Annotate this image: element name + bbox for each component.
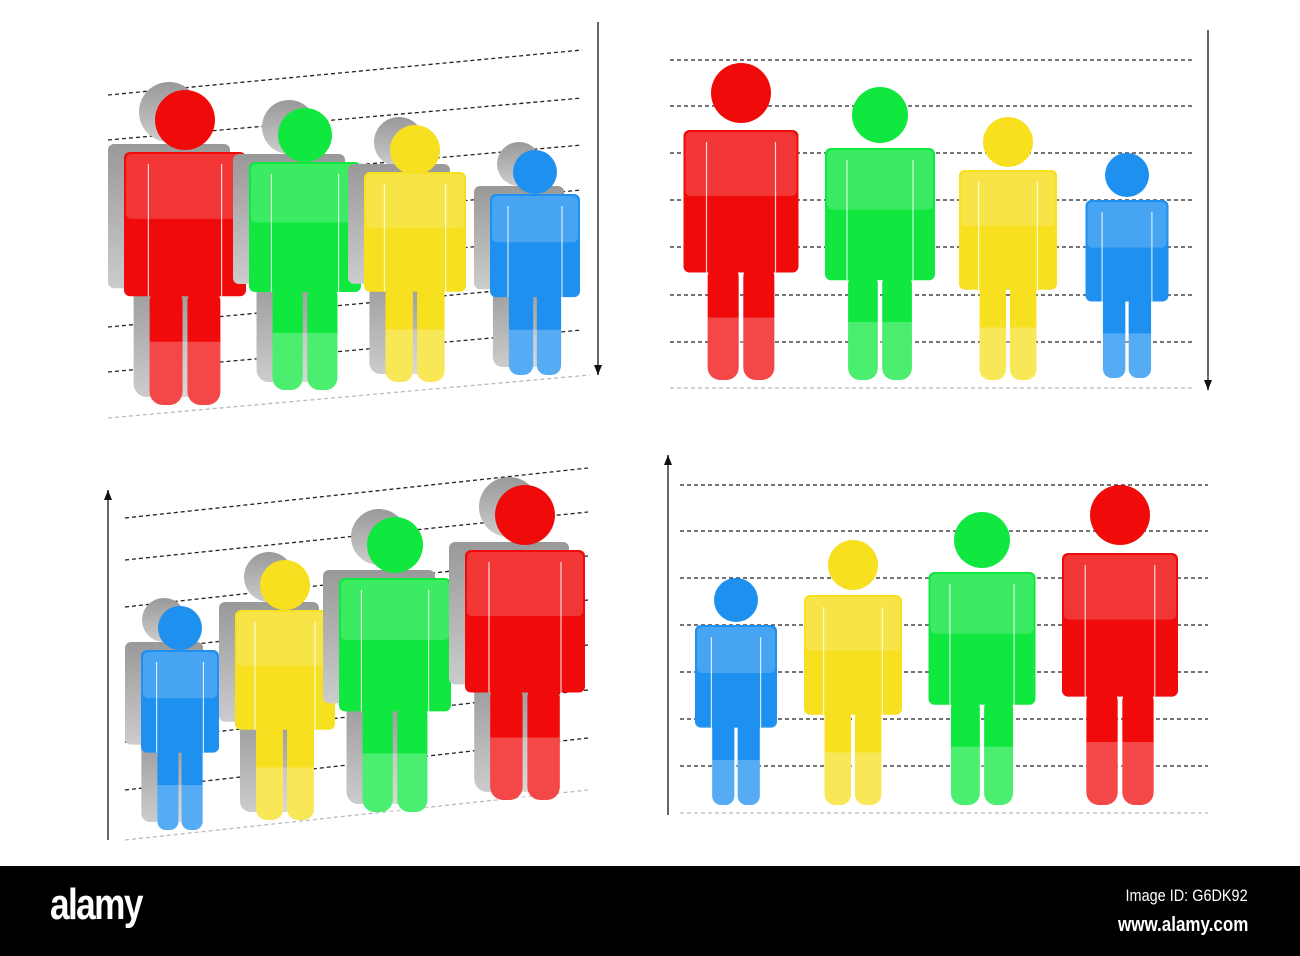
person-figure-yellow [235,560,335,820]
person-figure-blue [490,150,580,375]
person-figure-red [465,485,585,800]
arrow-head-icon [664,455,672,465]
chart-panel-bottom-right [664,455,1208,815]
person-figure-red [683,63,799,380]
website-url: www.alamy.com [1117,914,1248,936]
person-figure-green [928,512,1036,805]
chart-panel-bottom-left [104,467,589,841]
person-figure-red [124,90,246,405]
person-figure-red [1062,485,1178,805]
person-figure-green [825,87,935,380]
arrow-head-icon [1204,380,1212,390]
person-figure-green [249,108,361,390]
grid-line [124,467,589,519]
people-charts-illustration [104,22,1212,841]
arrow-head-icon [104,490,112,500]
person-figure-yellow [804,540,902,805]
image-id: Image ID: G6DK92 [1125,886,1248,905]
watermark-footer: alamy Image ID: G6DK92 www.alamy.com [0,866,1300,956]
person-figure-yellow [959,117,1057,380]
person-figure-blue [695,578,777,805]
person-figure-blue [141,606,219,830]
chart-panel-top-left [107,22,602,419]
person-figure-blue [1085,153,1169,378]
person-figure-yellow [364,125,466,382]
person-figure-green [339,517,451,812]
baseline [107,374,591,419]
grid-line [107,49,583,96]
chart-panel-top-right [670,30,1212,390]
arrow-head-icon [594,365,602,375]
alamy-logo: alamy [50,880,143,929]
